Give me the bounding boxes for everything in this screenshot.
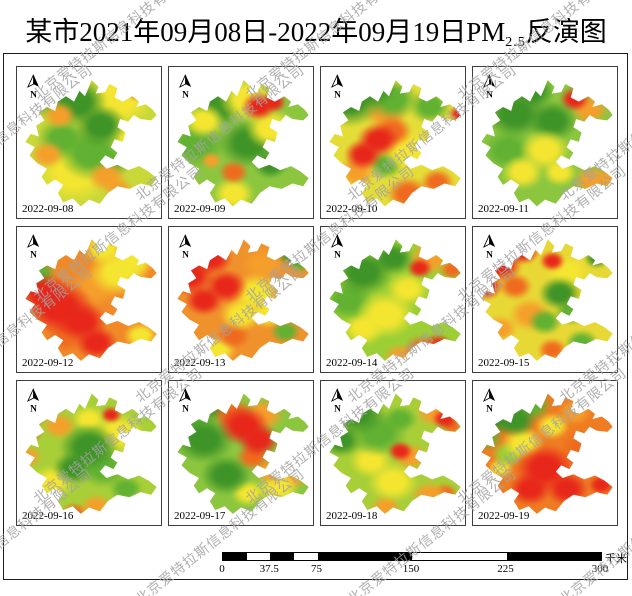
pm25-surface — [25, 239, 157, 361]
panel-date-label: 2022-09-14 — [326, 357, 378, 369]
svg-text:N: N — [182, 250, 189, 260]
pm25-surface — [177, 80, 309, 207]
map-panel: N 2022-09-12 — [16, 226, 162, 373]
watermark-text: 北京爱特拉斯信息科技有限公司 — [555, 0, 632, 3]
pm25-surface — [329, 393, 461, 514]
scale-bar-segment — [246, 553, 271, 560]
pm25-surface — [25, 80, 157, 207]
scale-bar-tick-label: 75 — [311, 563, 322, 575]
watermark-text: 北京爱特拉斯信息科技有限公司 — [0, 0, 97, 3]
north-arrow-icon: N — [178, 74, 192, 100]
north-arrow-icon: N — [26, 388, 40, 414]
svg-text:N: N — [486, 404, 493, 414]
scale-bar-segments — [222, 552, 602, 561]
svg-text:N: N — [30, 404, 37, 414]
pm25-surface — [481, 239, 613, 361]
pm25-surface — [177, 239, 309, 361]
scale-bar-unit: 千米 — [605, 553, 627, 565]
map-panel: N 2022-09-19 — [472, 380, 618, 526]
north-arrow-icon: N — [26, 74, 40, 100]
panel-date-label: 2022-09-19 — [478, 510, 530, 522]
map-outer-frame: N 2022-09-08 N 2022-09-09 N 2022-09-10 N 2022-0… — [3, 53, 628, 580]
title-prefix: 某市2021年09月08日-2022年09月19日PM — [25, 17, 506, 47]
north-arrow-icon: N — [330, 74, 344, 100]
pm25-surface — [481, 80, 613, 207]
panel-date-label: 2022-09-15 — [478, 357, 530, 369]
page-title: 某市2021年09月08日-2022年09月19日PM2.5反演图 — [0, 10, 632, 51]
scale-bar-segment — [293, 553, 318, 560]
north-arrow-icon: N — [330, 388, 344, 414]
north-arrow-icon: N — [482, 388, 496, 414]
map-panel: N 2022-09-13 — [168, 226, 314, 373]
watermark-text: 北京爱特拉斯信息科技有限公司 — [343, 0, 521, 3]
panel-date-label: 2022-09-16 — [22, 510, 74, 522]
map-panel: N 2022-09-09 — [168, 66, 314, 219]
map-panel: N 2022-09-11 — [472, 66, 618, 219]
scale-bar-tick-label: 300 — [591, 563, 609, 575]
scale-bar-tick-label: 225 — [497, 563, 514, 575]
map-panel: N 2022-09-17 — [168, 380, 314, 526]
panel-date-label: 2022-09-17 — [174, 510, 226, 522]
svg-text:N: N — [182, 404, 189, 414]
svg-text:N: N — [182, 90, 189, 100]
north-arrow-icon: N — [26, 234, 40, 260]
north-arrow-icon: N — [330, 234, 344, 260]
pm25-surface — [329, 80, 461, 207]
map-panel: N 2022-09-16 — [16, 380, 162, 526]
north-arrow-icon: N — [482, 74, 496, 100]
pm25-surface — [25, 393, 157, 514]
svg-text:N: N — [30, 90, 37, 100]
map-panel-grid: N 2022-09-08 N 2022-09-09 N 2022-09-10 N 2022-0… — [16, 66, 618, 526]
scale-bar-segment — [270, 553, 294, 560]
panel-date-label: 2022-09-08 — [22, 203, 74, 215]
scale-bar-segment — [506, 553, 601, 560]
scale-bar-segment — [223, 553, 247, 560]
svg-text:N: N — [486, 90, 493, 100]
watermark-text: 北京爱特拉斯信息科技有限公司 — [131, 0, 309, 3]
pm25-surface — [481, 393, 613, 514]
title-suffix: 反演图 — [525, 17, 607, 47]
scale-bar-tick-label: 37.5 — [259, 563, 279, 575]
map-panel: N 2022-09-18 — [320, 380, 466, 526]
map-panel: N 2022-09-14 — [320, 226, 466, 373]
panel-date-label: 2022-09-18 — [326, 510, 378, 522]
scale-bar-segment — [412, 553, 507, 560]
north-arrow-icon: N — [178, 388, 192, 414]
pm25-surface — [177, 393, 309, 514]
north-arrow-icon: N — [482, 234, 496, 260]
svg-text:N: N — [334, 250, 341, 260]
map-panel: N 2022-09-08 — [16, 66, 162, 219]
svg-text:N: N — [486, 250, 493, 260]
svg-text:N: N — [334, 404, 341, 414]
pm25-surface — [329, 239, 461, 361]
svg-text:N: N — [30, 250, 37, 260]
title-subscript: 2.5 — [505, 35, 526, 50]
svg-text:N: N — [334, 90, 341, 100]
panel-date-label: 2022-09-12 — [22, 357, 74, 369]
map-panel: N 2022-09-15 — [472, 226, 618, 373]
north-arrow-icon: N — [178, 234, 192, 260]
panel-date-label: 2022-09-10 — [326, 203, 378, 215]
scale-bar: 0 37.5 75 150 225 300 千米 — [219, 552, 627, 580]
panel-date-label: 2022-09-11 — [478, 203, 529, 215]
panel-date-label: 2022-09-13 — [174, 357, 226, 369]
map-panel: N 2022-09-10 — [320, 66, 466, 219]
scale-bar-segment — [317, 553, 412, 560]
scale-bar-tick-label: 0 — [219, 563, 225, 575]
panel-date-label: 2022-09-09 — [174, 203, 226, 215]
scale-bar-tick-label: 150 — [402, 563, 420, 575]
